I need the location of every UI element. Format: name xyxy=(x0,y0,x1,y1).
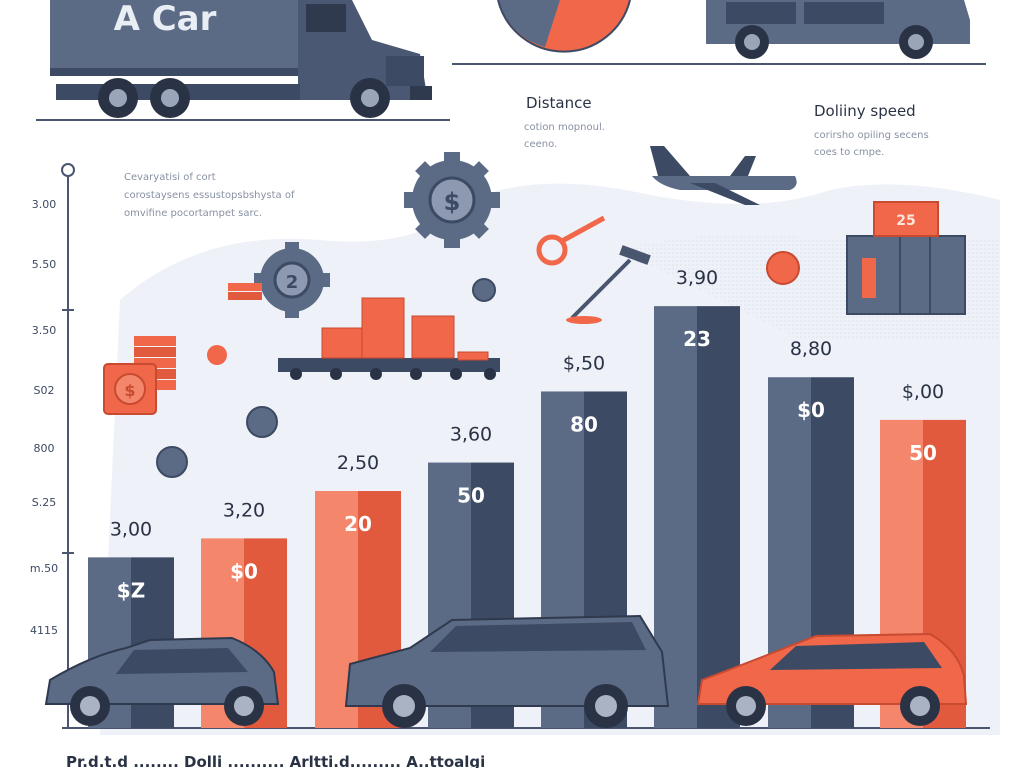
car-grey-suv xyxy=(344,614,670,728)
speed-subtext-1: corirsho opiling secens xyxy=(814,130,929,141)
bar-inner-label: 50 xyxy=(909,441,937,465)
bar-value-label: 2,50 xyxy=(337,452,379,474)
key-pin-icon xyxy=(536,215,606,266)
title-fragment: A Car xyxy=(114,0,217,39)
y-tick-label: 3.00 xyxy=(32,198,57,211)
car-grey-hatchback xyxy=(44,636,280,726)
y-tick-label: 5.50 xyxy=(32,258,57,271)
footer-caption-strip: Pr.d.t.d ........ Dolli .......... Arltt… xyxy=(66,753,485,768)
y-tick-label: S02 xyxy=(34,384,55,397)
bar-inner-label: $0 xyxy=(230,559,258,583)
pie-fragment xyxy=(497,0,631,53)
bar-value-label: 3,20 xyxy=(223,499,265,521)
svg-text:$: $ xyxy=(444,188,461,216)
package-box: 25 xyxy=(846,201,966,315)
airplane-icon xyxy=(650,146,797,205)
bar-6: 233,90 xyxy=(654,267,740,728)
cargo-train xyxy=(278,297,500,380)
coin-dot-5 xyxy=(156,446,188,478)
bar-value-label: 3,90 xyxy=(676,267,718,289)
truck-illustration: A Car xyxy=(36,0,450,121)
bar-value-label: 3,60 xyxy=(450,424,492,446)
chart-note-1: Cevaryatisi of cort xyxy=(124,172,216,183)
coin-dot-3 xyxy=(472,278,496,302)
bar-inner-label: $Z xyxy=(117,578,145,602)
bar-inner-label: $0 xyxy=(797,398,825,422)
y-tick-label: 800 xyxy=(34,442,55,455)
gear-small-icon: 2 xyxy=(254,242,330,318)
bar-inner-label: 23 xyxy=(683,327,711,351)
gear-dollar-icon: $ xyxy=(404,152,500,248)
top-car-illustration xyxy=(452,0,986,65)
bar-value-label: 8,80 xyxy=(790,338,832,360)
svg-text:2: 2 xyxy=(286,272,299,293)
bar-inner-label: 50 xyxy=(457,484,485,508)
coins-stack-left: $ xyxy=(103,336,176,415)
coin-stack-small xyxy=(228,283,262,300)
bar-inner-label: 20 xyxy=(344,512,372,536)
chart-note-3: omvifine pocortampet sarc. xyxy=(124,208,262,219)
chart-note-2: corostaysens essustopsbshysta of xyxy=(124,190,295,201)
car-coral-hatchback xyxy=(696,632,968,726)
distance-subtext-2: ceeno. xyxy=(524,139,557,150)
y-axis-ticks: 3.00 5.50 3.50 S02 800 S.25 m.50 4115 xyxy=(30,198,58,637)
bar-inner-label: 80 xyxy=(570,412,598,436)
package-box-label: 25 xyxy=(896,213,915,229)
coin-dot-2 xyxy=(766,251,800,285)
distance-subtext-1: cotion mopnoul. xyxy=(524,122,605,133)
coin-dot-4 xyxy=(246,406,278,438)
y-tick-label: S.25 xyxy=(32,496,56,509)
speed-subtext-2: coes to cmpe. xyxy=(814,147,884,158)
wrench-nail-icon xyxy=(566,245,651,324)
speed-heading: Doliiny speed xyxy=(814,102,916,120)
y-tick-label: m.50 xyxy=(30,562,58,575)
distance-heading: Distance xyxy=(526,94,592,112)
y-tick-label: 3.50 xyxy=(32,324,57,337)
bar-value-label: $,50 xyxy=(563,352,605,374)
y-tick-label: 4115 xyxy=(30,624,58,637)
svg-text:$: $ xyxy=(124,381,135,400)
bar-value-label: $,00 xyxy=(902,381,944,403)
coin-dot-1 xyxy=(207,345,227,365)
bar-face-right xyxy=(697,306,740,728)
bar-value-label: 3,00 xyxy=(110,518,152,540)
